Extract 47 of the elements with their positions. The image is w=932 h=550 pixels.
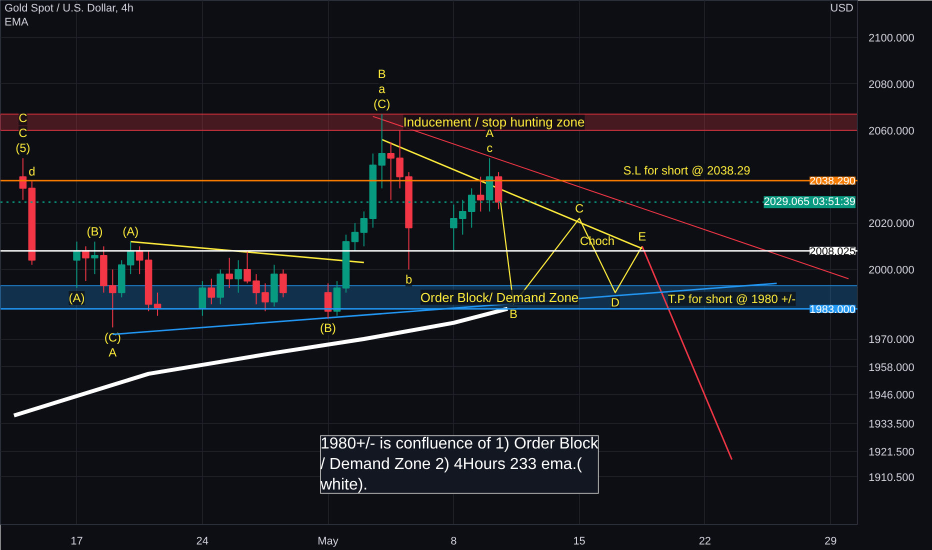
x-tick-label: 29	[824, 536, 837, 548]
x-tick-label: 15	[573, 536, 586, 548]
annotation: A	[486, 126, 494, 140]
annotation: (5)	[16, 141, 30, 156]
annotation: a	[378, 82, 386, 96]
y-tick-label: 1970.000	[868, 334, 914, 346]
chart-title: Gold Spot / U.S. Dollar, 4h	[4, 2, 134, 14]
annotation: d	[28, 164, 36, 178]
y-tick-label: 2100.000	[868, 32, 914, 45]
annotation: (C)	[374, 97, 390, 112]
ref-line-label: 2029.065 03:51:39	[764, 196, 856, 208]
ref-line-label: 2008.025	[810, 246, 856, 258]
ref-line-label: 1983.000	[810, 304, 856, 316]
annotation: C	[574, 201, 584, 216]
x-tick-label: May	[318, 536, 339, 548]
y-tick-label: 1958.000	[868, 362, 914, 374]
y-tick-label: 2080.000	[868, 78, 914, 91]
y-tick-label: 2020.000	[868, 218, 914, 230]
text: EMA	[4, 16, 29, 28]
y-tick-label: 1910.500	[868, 472, 914, 484]
annotation: C	[18, 111, 28, 126]
band-label: Order Block/ Demand Zone	[420, 290, 579, 305]
annotation: D	[610, 296, 620, 310]
x-tick-label: 17	[70, 536, 83, 548]
y-tick-label: 1921.500	[868, 446, 914, 458]
annotation: (B)	[86, 224, 103, 239]
annotation: B	[378, 67, 386, 82]
annotation: A	[108, 345, 117, 360]
x-tick-label: 8	[450, 536, 457, 548]
annotation: T.P for short @ 1980 +/-	[668, 292, 796, 306]
annotation: (A)	[68, 291, 85, 306]
y-tick-label: 1946.000	[868, 390, 914, 402]
annotation: E	[638, 229, 646, 244]
y-tick-label: 2060.000	[868, 125, 914, 138]
annotation: (A)	[122, 224, 139, 239]
annotation: S.L for short @ 2038.29	[623, 164, 751, 178]
annotation: C	[18, 126, 28, 140]
y-tick-label: 1933.500	[868, 418, 914, 431]
annotation: B	[510, 307, 518, 322]
annotation: (B)	[320, 321, 336, 336]
y-tick-label: 2000.000	[868, 264, 914, 276]
annotation: c	[486, 141, 493, 156]
x-tick-label: 22	[698, 536, 712, 548]
annotation: b	[405, 272, 412, 286]
band-label: Inducement / stop hunting zone	[403, 114, 585, 130]
x-tick-label: 24	[196, 536, 209, 548]
y-axis-title: USD	[830, 2, 854, 14]
